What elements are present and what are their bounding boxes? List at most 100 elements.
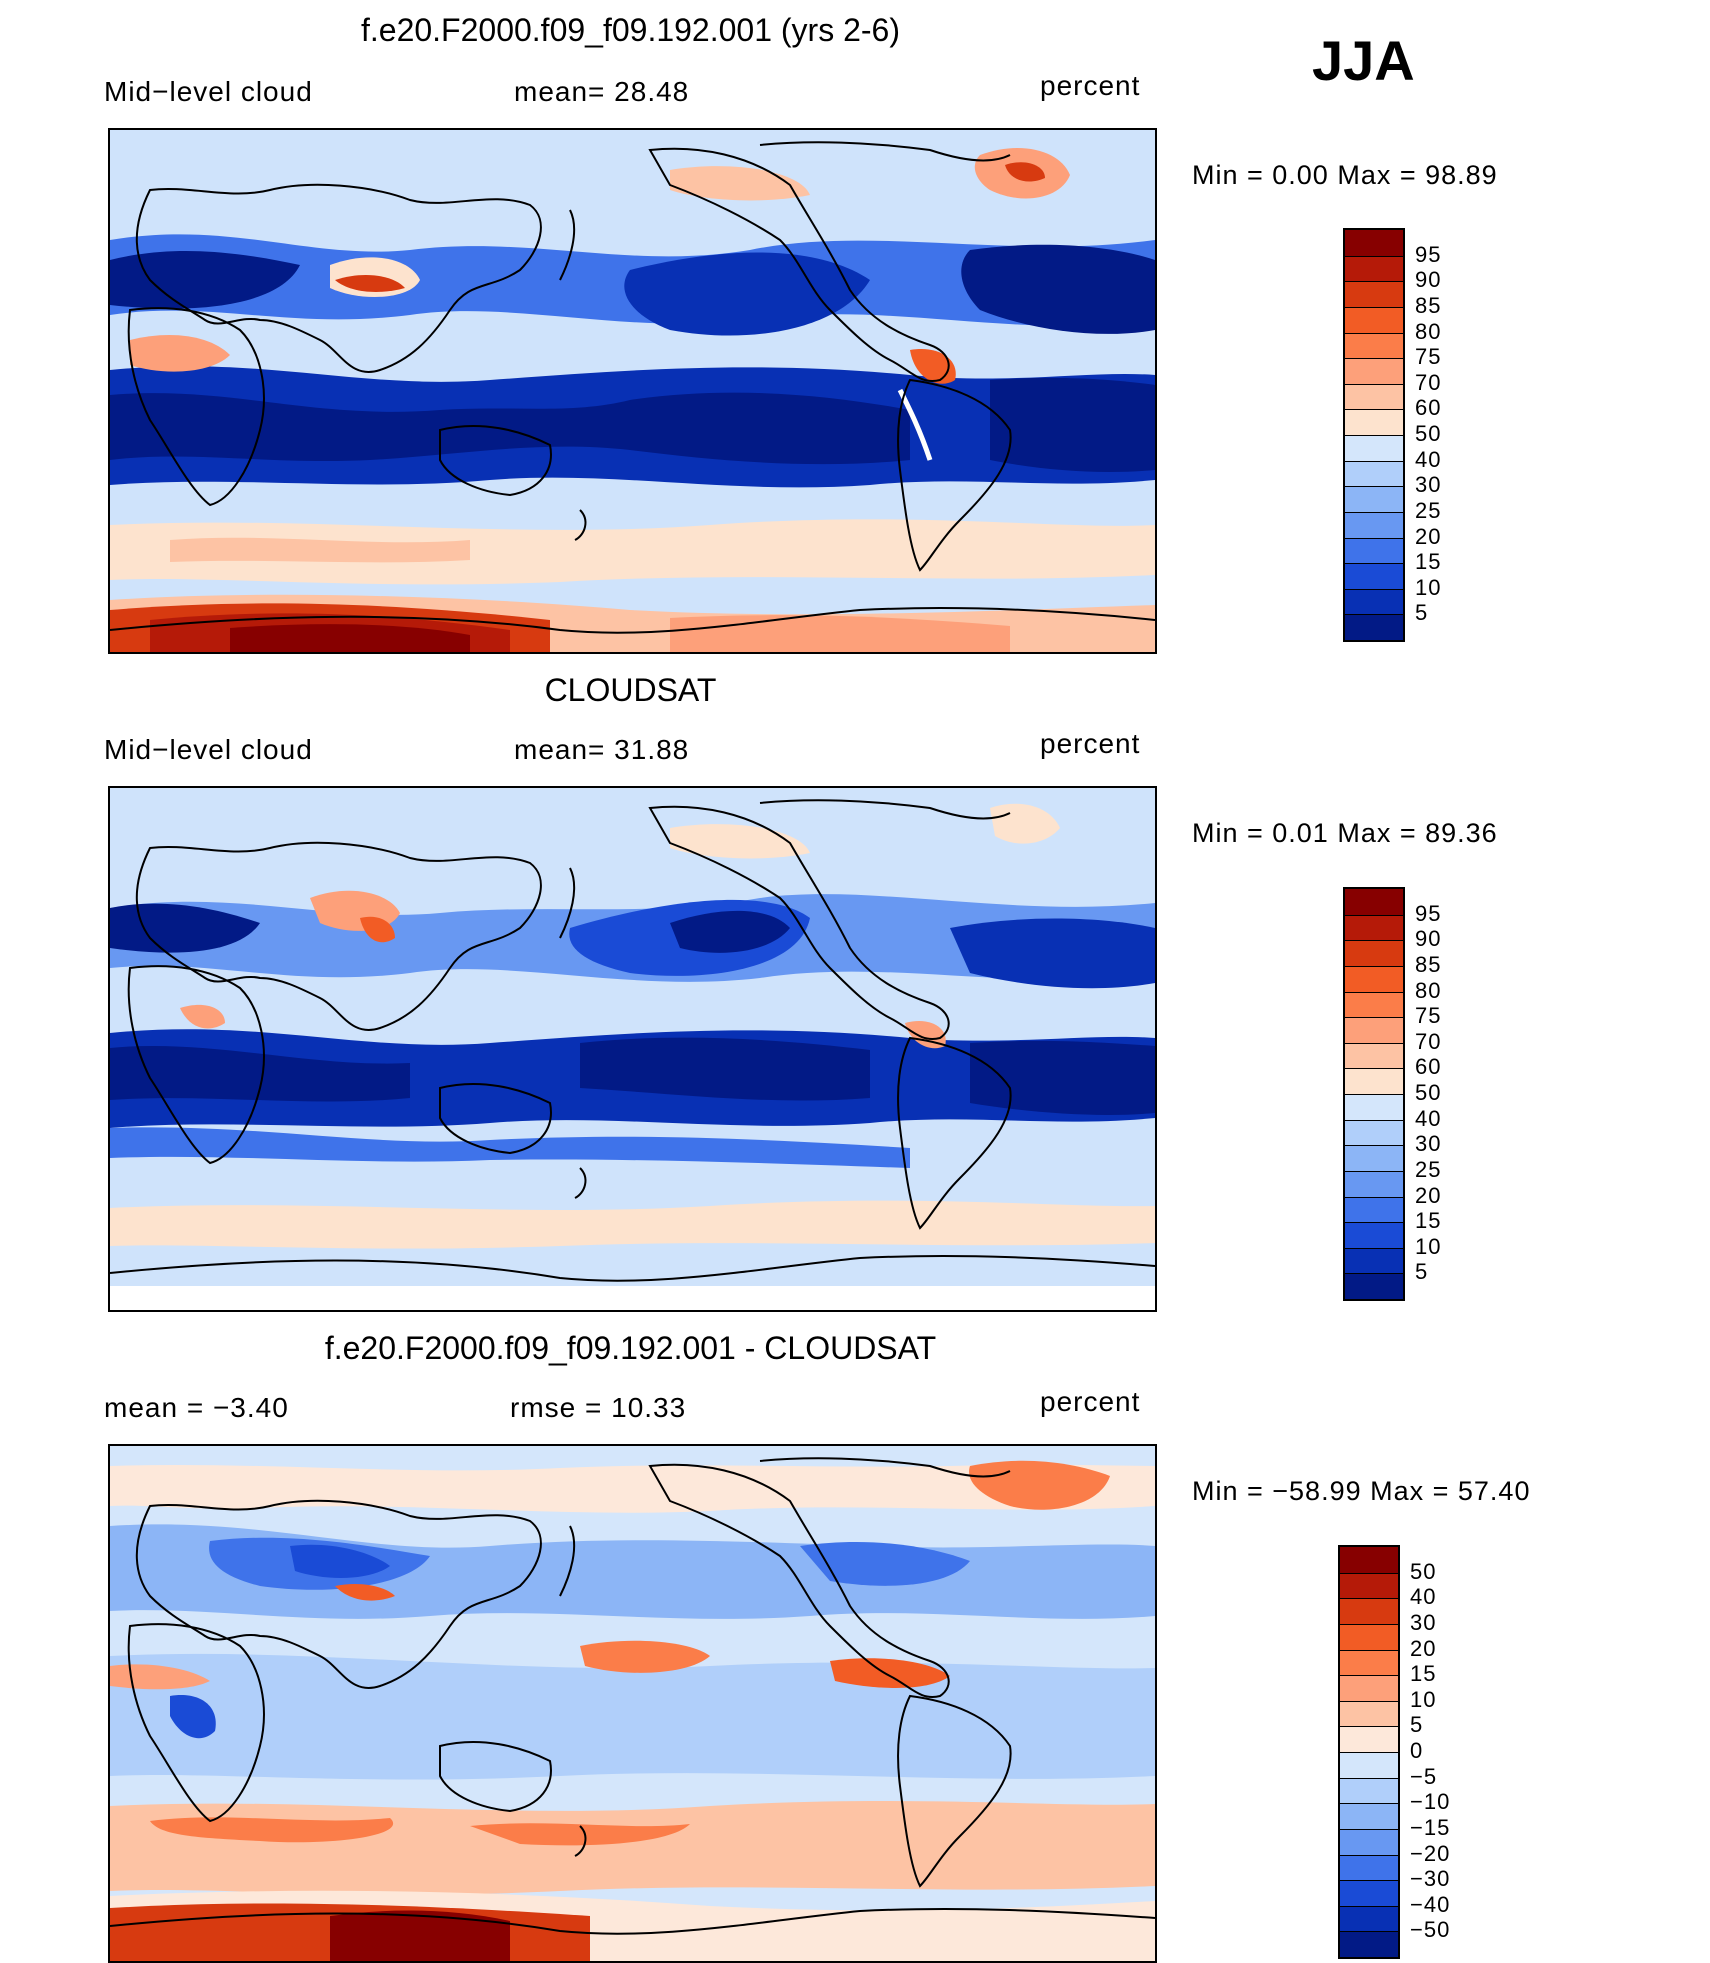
colorbar-swatch [1345, 889, 1403, 915]
panel2-title: CLOUDSAT [544, 672, 717, 708]
colorbar-swatch [1345, 281, 1403, 307]
colorbar-tick-label: 5 [1410, 1712, 1424, 1738]
colorbar-swatch [1345, 1068, 1403, 1094]
colorbar-tick-label: 90 [1415, 267, 1442, 293]
colorbar-tick-label: −20 [1410, 1840, 1451, 1866]
colorbar-tick-label: 50 [1415, 1080, 1442, 1105]
colorbar-swatch [1340, 1598, 1398, 1624]
colorbar-tick-label: 20 [1415, 1182, 1442, 1208]
colorbar-swatch [1345, 435, 1403, 461]
colorbar-swatch [1345, 1273, 1403, 1299]
panel1-map [108, 128, 1157, 654]
colorbar-swatch [1345, 332, 1403, 359]
panel2-minmax: Min = 0.01 Max = 89.36 [1192, 818, 1498, 848]
colorbar-tick-label: −40 [1410, 1891, 1451, 1917]
colorbar-tick-label: 40 [1410, 1584, 1437, 1610]
colorbar-tick-label: 60 [1415, 1054, 1442, 1080]
colorbar-tick-label: 75 [1415, 1003, 1442, 1029]
colorbar-tick-label: 40 [1415, 1105, 1442, 1131]
colorbar-tick-label: −15 [1410, 1814, 1451, 1840]
colorbar-swatch [1345, 230, 1403, 256]
colorbar-swatch [1345, 1196, 1403, 1223]
colorbar-swatch [1345, 914, 1403, 941]
colorbar-tick-label: 15 [1415, 1208, 1442, 1234]
colorbar-tick-label: 5 [1415, 600, 1429, 626]
colorbar-swatch [1345, 306, 1403, 333]
colorbar-tick-label: −50 [1410, 1917, 1451, 1943]
colorbar-tick-label: 20 [1410, 1635, 1437, 1661]
colorbar-tick-label: 70 [1415, 369, 1442, 395]
colorbar-tick-label: 85 [1415, 292, 1442, 318]
panel3-map [108, 1444, 1157, 1963]
colorbar-swatch [1340, 1675, 1398, 1701]
panel2-colorbar [1343, 887, 1405, 1301]
panel1-variable-label: Mid−level cloud [104, 76, 313, 107]
panel1-colorbar [1343, 228, 1405, 642]
colorbar-tick-label: 85 [1415, 951, 1442, 977]
panel3-units-label: percent [1040, 1386, 1141, 1417]
colorbar-swatch [1340, 1752, 1398, 1778]
colorbar-swatch [1340, 1931, 1398, 1957]
colorbar-swatch [1340, 1700, 1398, 1727]
colorbar-swatch [1345, 537, 1403, 564]
panel2-mean-label: mean= 31.88 [514, 734, 690, 765]
colorbar-swatch [1345, 563, 1403, 589]
colorbar-tick-label: 30 [1415, 1131, 1442, 1157]
colorbar-swatch [1345, 409, 1403, 435]
colorbar-tick-label: 95 [1415, 241, 1442, 267]
panel1-minmax: Min = 0.00 Max = 98.89 [1192, 160, 1498, 190]
colorbar-tick-label: 40 [1415, 446, 1442, 472]
colorbar-tick-label: 0 [1410, 1738, 1424, 1763]
colorbar-swatch [1340, 1623, 1398, 1650]
colorbar-swatch [1345, 588, 1403, 615]
colorbar-swatch [1345, 1247, 1403, 1274]
colorbar-swatch [1345, 940, 1403, 966]
colorbar-swatch [1345, 486, 1403, 512]
colorbar-tick-label: 30 [1415, 472, 1442, 498]
panel3-colorbar [1338, 1545, 1400, 1959]
colorbar-swatch [1345, 255, 1403, 282]
colorbar-swatch [1345, 460, 1403, 487]
panel2-map [108, 786, 1157, 1312]
colorbar-swatch [1345, 511, 1403, 538]
colorbar-tick-label: 80 [1415, 318, 1442, 344]
colorbar-tick-label: 10 [1415, 1233, 1442, 1259]
colorbar-swatch [1345, 1145, 1403, 1171]
colorbar-tick-label: 10 [1410, 1686, 1437, 1712]
colorbar-swatch [1340, 1905, 1398, 1932]
colorbar-swatch [1345, 358, 1403, 384]
colorbar-tick-label: 50 [1415, 421, 1442, 446]
panel3-minmax: Min = −58.99 Max = 57.40 [1192, 1476, 1531, 1506]
colorbar-tick-label: 15 [1415, 549, 1442, 575]
colorbar-tick-label: −30 [1410, 1866, 1451, 1892]
panel3-rmse-label: rmse = 10.33 [510, 1392, 687, 1423]
colorbar-swatch [1345, 614, 1403, 640]
colorbar-swatch [1340, 1880, 1398, 1906]
colorbar-tick-label: 30 [1410, 1609, 1437, 1635]
panel1-units-label: percent [1040, 70, 1141, 101]
panel2-variable-label: Mid−level cloud [104, 734, 313, 765]
colorbar-tick-label: 25 [1415, 1156, 1442, 1182]
colorbar-tick-label: 50 [1410, 1558, 1437, 1584]
colorbar-tick-label: 10 [1415, 574, 1442, 600]
colorbar-tick-label: 25 [1415, 497, 1442, 523]
panel2-map-svg [110, 788, 1155, 1310]
colorbar-swatch [1340, 1726, 1398, 1752]
colorbar-tick-label: 90 [1415, 926, 1442, 952]
colorbar-swatch [1340, 1547, 1398, 1573]
colorbar-tick-label: 20 [1415, 523, 1442, 549]
colorbar-tick-label: −10 [1410, 1789, 1451, 1815]
colorbar-tick-label: −5 [1410, 1763, 1438, 1789]
colorbar-swatch [1345, 1119, 1403, 1146]
panel1-title: f.e20.F2000.f09_f09.192.001 (yrs 2-6) [360, 12, 900, 48]
colorbar-swatch [1345, 383, 1403, 410]
colorbar-swatch [1345, 1222, 1403, 1248]
colorbar-tick-label: 95 [1415, 900, 1442, 926]
colorbar-swatch [1340, 1803, 1398, 1829]
colorbar-tick-label: 70 [1415, 1028, 1442, 1054]
colorbar-swatch [1345, 1094, 1403, 1120]
colorbar-swatch [1340, 1777, 1398, 1804]
colorbar-tick-label: 5 [1415, 1259, 1429, 1285]
colorbar-swatch [1345, 965, 1403, 992]
colorbar-swatch [1340, 1649, 1398, 1676]
